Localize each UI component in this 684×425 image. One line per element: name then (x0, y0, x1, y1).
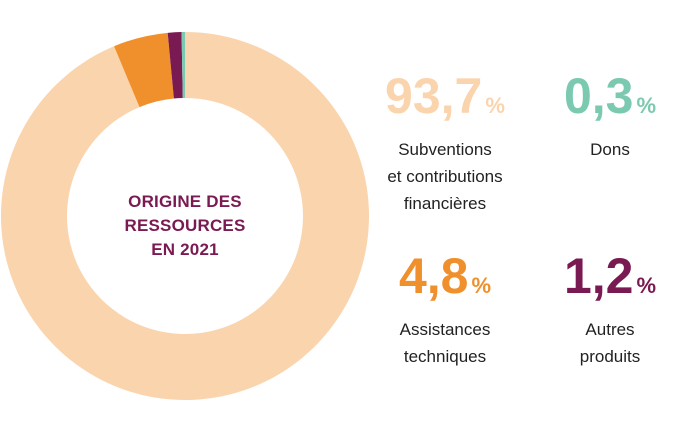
stat-subventions-label-line-2: et contributions (387, 167, 503, 186)
center-title-line-3: EN 2021 (151, 240, 219, 259)
percent-sign: % (636, 93, 657, 118)
stat-assistances-value: 4,8% (345, 250, 545, 312)
slice-assistances (114, 32, 174, 108)
slice-subventions (1, 32, 369, 400)
stat-subventions-label-line-1: Subventions (398, 140, 492, 159)
stat-autres: 1,2% Autres produits (510, 250, 684, 370)
slice-autres (167, 32, 183, 99)
center-title-line-1: ORIGINE DES (128, 192, 242, 211)
stat-dons-label: Dons (510, 136, 684, 163)
stat-autres-value: 1,2% (510, 250, 684, 312)
stat-autres-label-line-1: Autres (585, 320, 635, 339)
stat-autres-label: Autres produits (510, 316, 684, 370)
stat-assistances-label-line-1: Assistances (399, 320, 491, 339)
percent-sign: % (636, 273, 657, 298)
stat-subventions-number: 93,7 (385, 68, 483, 124)
stat-subventions-label: Subventions et contributions financières (345, 136, 545, 217)
stat-assistances-number: 4,8 (398, 248, 469, 304)
stat-dons-number: 0,3 (563, 68, 634, 124)
slice-dons (181, 32, 185, 99)
stat-subventions-label-line-3: financières (403, 194, 487, 213)
center-title-line-2: RESSOURCES (124, 216, 246, 235)
donut-chart (1, 32, 369, 400)
stat-assistances-label: Assistances techniques (345, 316, 545, 370)
stat-assistances-label-line-2: techniques (403, 347, 487, 366)
stat-assistances: 4,8% Assistances techniques (345, 250, 545, 370)
stat-dons: 0,3% Dons (510, 70, 684, 163)
stat-autres-number: 1,2 (563, 248, 634, 304)
stat-subventions-value: 93,7% (345, 70, 545, 132)
stat-subventions: 93,7% Subventions et contributions finan… (345, 70, 545, 217)
stat-dons-label-line-1: Dons (590, 140, 630, 159)
percent-sign: % (485, 93, 505, 118)
stat-dons-value: 0,3% (510, 70, 684, 132)
percent-sign: % (471, 273, 492, 298)
chart-center-title: ORIGINE DES RESSOURCES EN 2021 (105, 190, 265, 262)
stat-autres-label-line-2: produits (579, 347, 641, 366)
